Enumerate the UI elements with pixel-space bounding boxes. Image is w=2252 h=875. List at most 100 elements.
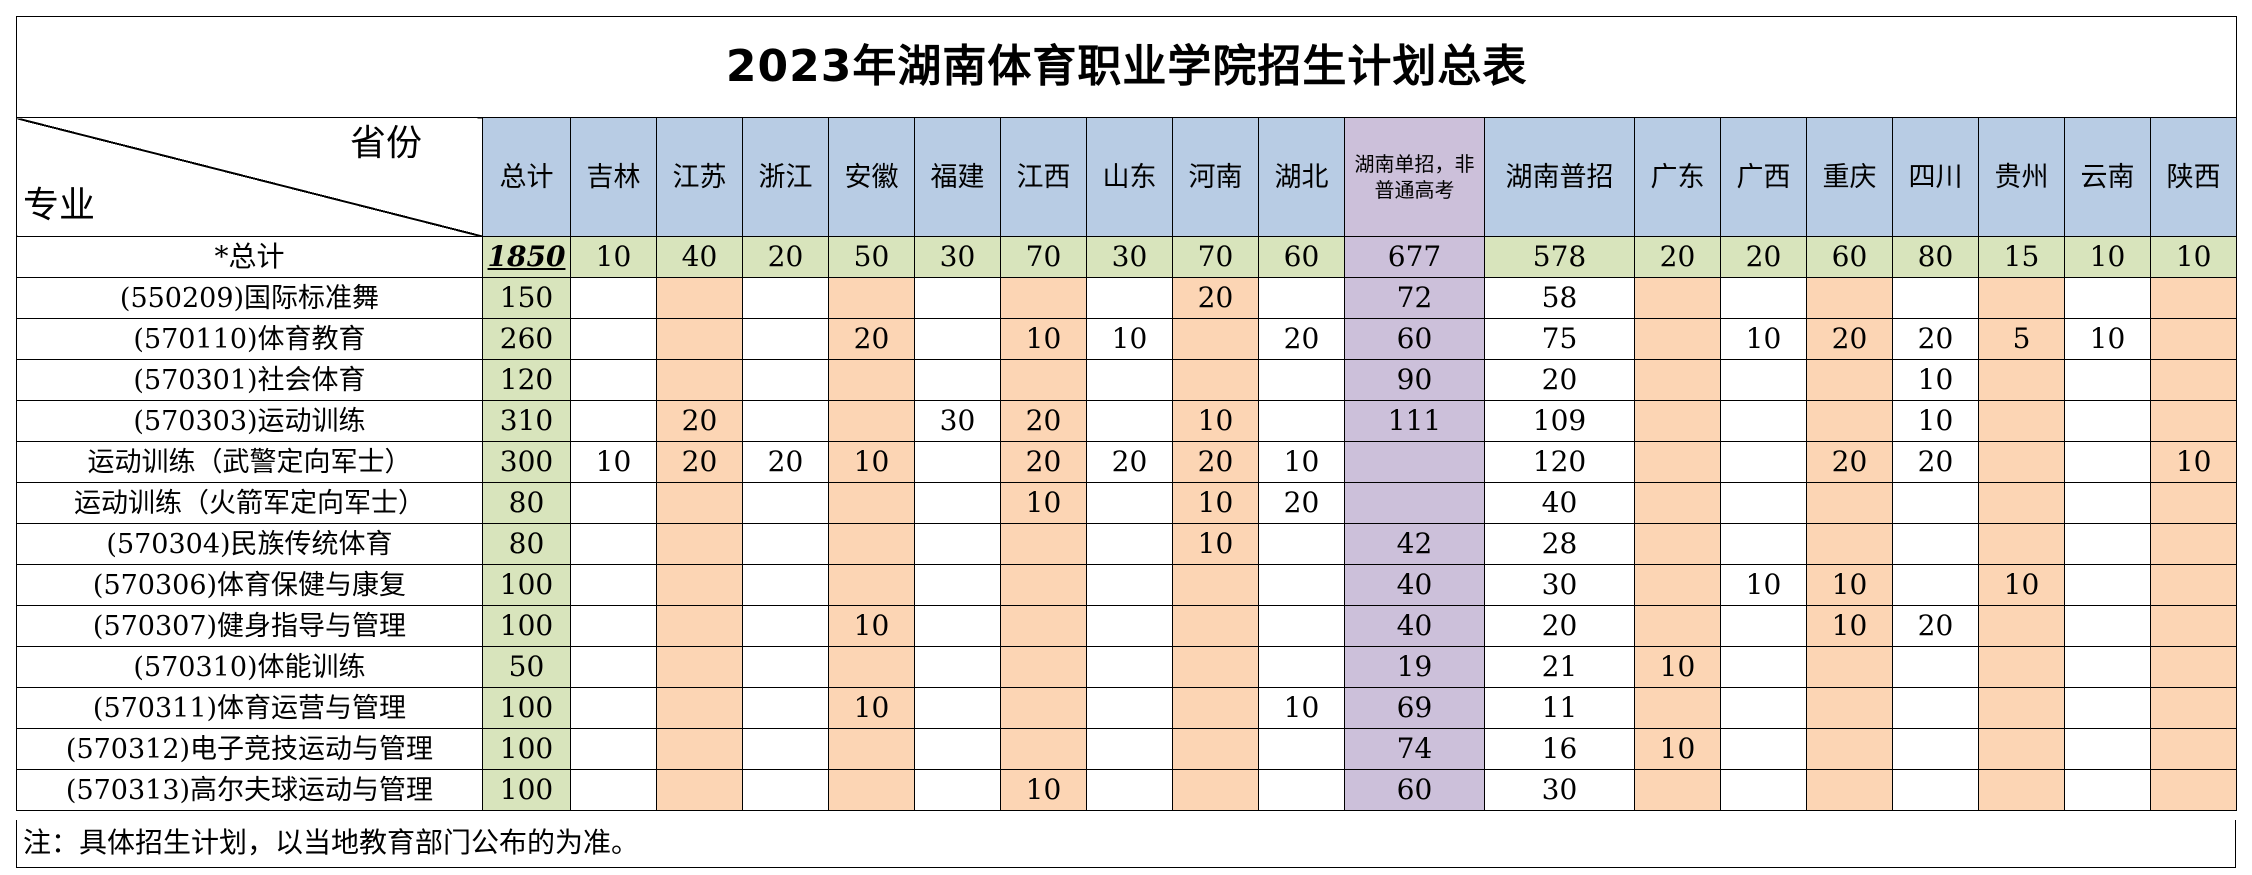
quota-cell (914, 769, 1001, 811)
table-row: (570306)体育保健与康复 100 40 30 10 10 10 (16, 564, 2238, 606)
total-cell: 15 (1978, 236, 2065, 278)
quota-cell (828, 728, 915, 770)
table-row: (570304)民族传统体育 80 10 42 28 (16, 523, 2238, 565)
total-cell: 10 (2149, 236, 2238, 278)
quota-cell (1720, 277, 1807, 319)
quota-cell: 150 (482, 277, 571, 319)
quota-cell (1806, 523, 1893, 565)
quota-cell (914, 646, 1001, 688)
major-name: (570307)健身指导与管理 (16, 605, 483, 647)
quota-cell (2064, 441, 2151, 483)
quota-cell (2149, 605, 2238, 647)
quota-cell: 100 (482, 728, 571, 770)
quota-cell (1172, 728, 1259, 770)
quota-cell: 100 (482, 687, 571, 729)
quota-cell (1806, 359, 1893, 401)
quota-cell: 10 (1000, 482, 1087, 524)
quota-cell: 111 (1344, 400, 1485, 442)
corner-header: 省份 专业 (16, 117, 483, 237)
quota-cell (742, 646, 829, 688)
quota-cell (1892, 769, 1979, 811)
quota-cell: 30 (1484, 564, 1635, 606)
major-name: (570311)体育运营与管理 (16, 687, 483, 729)
quota-cell: 74 (1344, 728, 1485, 770)
quota-cell: 20 (1484, 359, 1635, 401)
column-header: 江西 (1000, 117, 1087, 237)
quota-cell (1086, 400, 1173, 442)
quota-cell: 58 (1484, 277, 1635, 319)
quota-cell (1000, 523, 1087, 565)
quota-cell (742, 482, 829, 524)
quota-cell (1086, 482, 1173, 524)
quota-cell: 109 (1484, 400, 1635, 442)
quota-cell (1086, 646, 1173, 688)
quota-cell (1000, 687, 1087, 729)
quota-cell (1978, 400, 2065, 442)
quota-cell: 75 (1484, 318, 1635, 360)
quota-cell: 20 (1172, 277, 1259, 319)
grand-total-cell: 1850 (482, 236, 571, 278)
quota-cell (742, 564, 829, 606)
quota-cell: 20 (1892, 605, 1979, 647)
quota-cell: 60 (1344, 318, 1485, 360)
quota-cell (1978, 523, 2065, 565)
quota-cell: 10 (828, 605, 915, 647)
total-cell: 20 (1634, 236, 1721, 278)
quota-cell (2149, 318, 2238, 360)
quota-cell (1172, 605, 1259, 647)
quota-cell (828, 400, 915, 442)
quota-cell: 10 (1086, 318, 1173, 360)
table-row: (570303)运动训练 310 20 30 20 10 111 109 10 (16, 400, 2238, 442)
quota-cell: 10 (1258, 441, 1345, 483)
quota-cell (2149, 359, 2238, 401)
quota-cell: 10 (1172, 400, 1259, 442)
quota-cell: 10 (1172, 482, 1259, 524)
quota-cell (1806, 277, 1893, 319)
quota-cell: 20 (1892, 318, 1979, 360)
column-header: 江苏 (656, 117, 743, 237)
total-cell: 80 (1892, 236, 1979, 278)
quota-cell (570, 318, 657, 360)
enrollment-sheet: 2023年湖南体育职业学院招生计划总表 省份 专业 总计 吉林 江苏 浙江 安徽 福建 江西 山东河… (15, 16, 2238, 811)
quota-cell (1634, 277, 1721, 319)
quota-cell (742, 318, 829, 360)
quota-cell (1806, 482, 1893, 524)
quota-cell (656, 523, 743, 565)
quota-cell (2064, 400, 2151, 442)
quota-cell: 42 (1344, 523, 1485, 565)
quota-cell: 10 (1978, 564, 2065, 606)
quota-cell: 10 (570, 441, 657, 483)
quota-cell: 10 (1720, 318, 1807, 360)
quota-cell (1978, 687, 2065, 729)
quota-cell (914, 605, 1001, 647)
quota-cell (570, 605, 657, 647)
quota-cell: 40 (1484, 482, 1635, 524)
quota-cell (828, 646, 915, 688)
major-name: (570303)运动训练 (16, 400, 483, 442)
quota-cell (1634, 687, 1721, 729)
quota-cell (1086, 769, 1173, 811)
quota-cell (742, 400, 829, 442)
quota-cell: 20 (1086, 441, 1173, 483)
quota-cell: 90 (1344, 359, 1485, 401)
quota-cell (914, 564, 1001, 606)
quota-cell (742, 277, 829, 319)
table-row: (570310)体能训练 50 19 21 10 (16, 646, 2238, 688)
table-row: (570307)健身指导与管理 100 10 40 20 10 20 (16, 605, 2238, 647)
quota-cell (1978, 277, 2065, 319)
quota-cell (1634, 769, 1721, 811)
quota-cell (2064, 523, 2151, 565)
quota-cell (1720, 769, 1807, 811)
major-name: 运动训练（武警定向军士） (16, 441, 483, 483)
column-header: 山东 (1086, 117, 1173, 237)
quota-cell: 20 (1000, 400, 1087, 442)
quota-cell (656, 646, 743, 688)
quota-cell (656, 359, 743, 401)
quota-cell (1720, 523, 1807, 565)
quota-cell: 10 (2064, 318, 2151, 360)
major-name: (550209)国际标准舞 (16, 277, 483, 319)
quota-cell (914, 318, 1001, 360)
quota-cell (2149, 523, 2238, 565)
major-name: (570313)高尔夫球运动与管理 (16, 769, 483, 811)
quota-cell: 20 (656, 400, 743, 442)
